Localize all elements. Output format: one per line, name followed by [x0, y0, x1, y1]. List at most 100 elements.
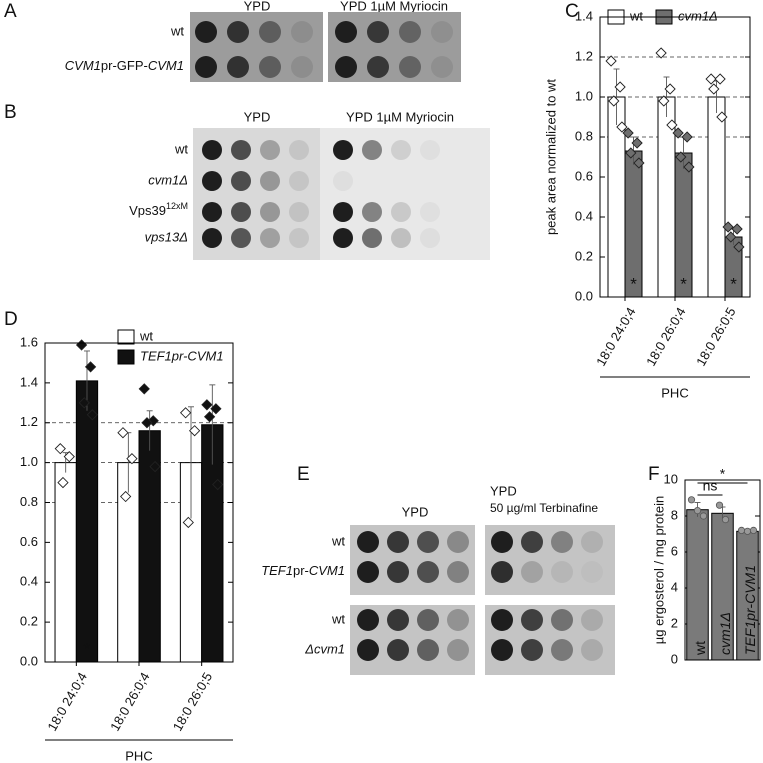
row-label: wt [170, 23, 184, 38]
label-part: CVM1 [309, 563, 345, 578]
data-point [714, 73, 726, 85]
data-point [658, 95, 670, 107]
data-point [715, 501, 724, 509]
x-tick-label: 18:0 26:0;5 [693, 305, 739, 369]
x-tick-label: 18:0 24:0;4 [593, 305, 639, 369]
colony-spot [231, 140, 251, 160]
colony-spot [227, 56, 249, 78]
colony-spot [289, 228, 309, 248]
colony-spot [447, 561, 469, 583]
legend-swatch [117, 349, 135, 365]
data-point [721, 515, 730, 524]
y-tick-label: 0.8 [20, 494, 38, 509]
data-point [201, 399, 213, 411]
colony-spot [289, 171, 309, 191]
label-part: CVM1 [65, 58, 101, 73]
legend-label: wt [139, 328, 153, 343]
data-point [699, 512, 708, 520]
data-point [149, 460, 161, 473]
colony-spot [417, 639, 439, 661]
plate-header: YPD [490, 483, 517, 498]
colony-spot [551, 561, 573, 583]
plate-header: YPD 1µM Myriocin [340, 0, 448, 13]
label-part: TEF1 [261, 563, 293, 578]
data-point [188, 425, 201, 437]
data-point [743, 527, 752, 535]
colony-spot [202, 202, 222, 222]
data-point [120, 490, 132, 503]
y-tick-label: 6 [671, 543, 678, 558]
legend-label: cvm1Δ [678, 8, 718, 23]
colony-spot [357, 561, 379, 583]
y-tick-label: 0.2 [575, 248, 593, 263]
x-tick-label: 18:0 26:0;4 [643, 305, 689, 369]
y-tick-label: 1.2 [575, 48, 593, 63]
row-label: wt [174, 141, 188, 156]
panel-letter: E [297, 464, 310, 485]
colony-spot [491, 639, 513, 661]
significance-mark: * [630, 274, 637, 293]
data-point [631, 137, 643, 149]
colony-spot [399, 56, 421, 78]
colony-spot [431, 56, 453, 78]
colony-spot [417, 609, 439, 631]
data-point [633, 157, 645, 169]
y-tick-label: 0 [671, 651, 678, 666]
colony-spot [202, 140, 222, 160]
data-point [75, 339, 88, 351]
charts-layer: 0.0 0.2 0.4 0.6 0.8 1.0 1.2 1.4 peak area normal… [20, 8, 761, 763]
colony-spot [391, 228, 411, 248]
colony-spot [260, 140, 280, 160]
colony-spot [357, 531, 379, 553]
colony-spot [259, 21, 281, 43]
plate-header: YPD [244, 109, 271, 124]
significance-mark: * [730, 274, 737, 293]
panel-letter: B [4, 102, 17, 123]
y-tick-label: 0.0 [575, 288, 593, 303]
colony-spot [420, 140, 440, 160]
data-point [117, 427, 129, 439]
colony-spot [521, 531, 543, 553]
data-point [675, 151, 687, 163]
plate-header: YPD 1µM Myriocin [346, 109, 454, 124]
label-part: CVM1 [148, 58, 184, 73]
colony-spot [387, 639, 409, 661]
data-point [78, 397, 90, 409]
data-point [54, 443, 66, 455]
colony-spot [551, 609, 573, 631]
colony-spot [521, 639, 543, 661]
colony-spot [231, 202, 251, 222]
data-point [182, 516, 194, 529]
colony-spot [387, 531, 409, 553]
row-label: CVM1pr-GFP-CVM1 [65, 58, 184, 73]
data-point [705, 73, 717, 85]
x-group-label: PHC [661, 385, 688, 400]
data-point [57, 476, 69, 489]
colony-spot [431, 21, 453, 43]
colony-spot [447, 639, 469, 661]
row-label: TEF1pr-CVM1 [261, 563, 345, 578]
x-group-label: PHC [125, 748, 152, 763]
colony-spot [417, 561, 439, 583]
colony-spot [521, 609, 543, 631]
colony-spot [521, 561, 543, 583]
y-tick-label: 10 [664, 471, 678, 486]
colony-spot [333, 171, 353, 191]
x-tick-label: wt [692, 641, 708, 656]
data-point [687, 496, 696, 504]
data-point [683, 161, 695, 173]
colony-spot [420, 202, 440, 222]
x-tick-label: cvm1Δ [717, 612, 733, 655]
colony-spot [202, 228, 222, 248]
colony-spot [260, 171, 280, 191]
colony-spot [367, 56, 389, 78]
colony-spot [357, 639, 379, 661]
y-tick-label: 0.4 [575, 208, 593, 223]
colony-spot [387, 609, 409, 631]
data-point [614, 81, 626, 93]
colony-spot [231, 228, 251, 248]
colony-spot [357, 609, 379, 631]
colony-spot [391, 202, 411, 222]
colony-spot [195, 56, 217, 78]
bar [686, 509, 709, 661]
